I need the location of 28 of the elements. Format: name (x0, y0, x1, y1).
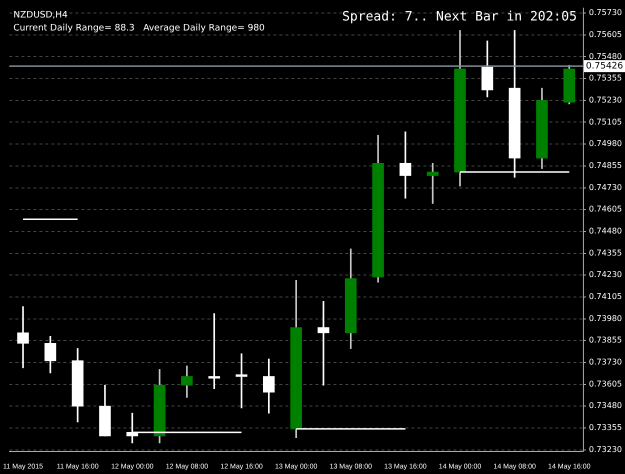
y-tick-label: 0.75730 (588, 8, 622, 18)
y-tick-label: 0.74855 (588, 161, 622, 170)
candlestick (318, 301, 330, 386)
y-tick-label: 0.75605 (588, 30, 622, 39)
y-tick-label: 0.74355 (588, 248, 622, 258)
annotation: Spread: 7.. Next Bar in 202:05 (342, 10, 577, 25)
y-tick-label: 0.74230 (588, 270, 622, 280)
y-tick-label: 0.75355 (588, 74, 622, 83)
y-tick-label: 0.73355 (588, 423, 622, 432)
candlestick (17, 306, 29, 368)
y-tick-label: 0.73855 (588, 336, 622, 345)
candlestick (236, 353, 248, 408)
y-tick-label: 0.74730 (588, 182, 622, 192)
y-tick-label: 0.73230 (588, 444, 622, 454)
y-tick-label: 0.75105 (588, 117, 622, 126)
y-tick-label: 0.73480 (588, 401, 622, 410)
y-tick-label: 0.73730 (588, 358, 622, 367)
y-tick-label: 0.73980 (588, 314, 622, 323)
y-tick-label: 0.75480 (588, 52, 622, 61)
ref-line-label: 0.75426 (586, 62, 624, 72)
y-tick-label: 0.75230 (588, 95, 622, 104)
y-tick-label: 0.74105 (588, 292, 622, 302)
y-tick-label: 0.73605 (588, 379, 622, 388)
chart-title: NZDUSD,H4 (13, 10, 68, 21)
y-tick-label: 0.74480 (588, 226, 622, 236)
y-tick-label: 0.74605 (588, 204, 622, 214)
y-tick-label: 0.74980 (588, 139, 622, 148)
annotation: Current Daily Range= 88.3 Average Daily Range= 980 (13, 24, 266, 34)
